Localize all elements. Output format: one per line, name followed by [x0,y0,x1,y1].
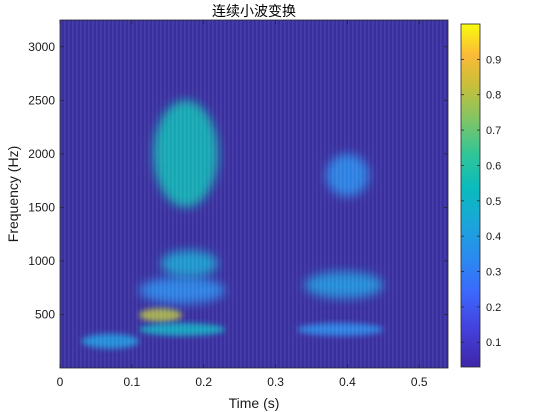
chart-title: 连续小波变换 [212,3,296,20]
x-tick-label: 0.1 [124,375,141,389]
colorbar-tick-label: 0.5 [486,196,501,208]
x-axis-title: Time (s) [229,395,280,411]
plot-area: 0 0.1 0.2 0.3 0.4 0.5 500 1000 1500 2000 2500 3000 [28,19,449,389]
colorbar-ticks: 0.1 0.2 0.3 0.4 0.5 0.6 0.7 0.8 0.9 [461,54,501,349]
y-tick-label: 500 [35,307,55,321]
y-axis: 500 1000 1500 2000 2500 3000 [28,40,448,321]
colorbar-tick-label: 0.4 [486,231,501,243]
x-tick-label: 0 [57,375,64,389]
colorbar: 0.1 0.2 0.3 0.4 0.5 0.6 0.7 0.8 0.9 [460,23,501,368]
x-tick-label: 0.3 [267,375,284,389]
colorbar-tick-label: 0.8 [486,90,501,102]
x-axis: 0 0.1 0.2 0.3 0.4 0.5 [57,20,428,389]
vertical-stripes [60,20,448,368]
colorbar-tick-label: 0.1 [486,337,501,349]
y-tick-label: 2500 [28,93,55,107]
x-tick-label: 0.4 [339,375,356,389]
colorbar-tick-label: 0.9 [486,54,501,66]
colorbar-tick-label: 0.3 [486,267,501,279]
y-axis-title: Frequency (Hz) [5,146,21,242]
x-tick-label: 0.2 [195,375,212,389]
y-tick-label: 2000 [28,147,55,161]
y-tick-label: 3000 [28,40,55,54]
plot-frame [59,19,449,369]
colorbar-tick-label: 0.2 [486,302,501,314]
colorbar-tick-label: 0.6 [486,160,501,172]
y-tick-label: 1500 [28,200,55,214]
y-tick-label: 1000 [28,254,55,268]
colorbar-gradient [460,23,481,368]
x-tick-label: 0.5 [411,375,428,389]
colorbar-tick-label: 0.7 [486,125,501,137]
